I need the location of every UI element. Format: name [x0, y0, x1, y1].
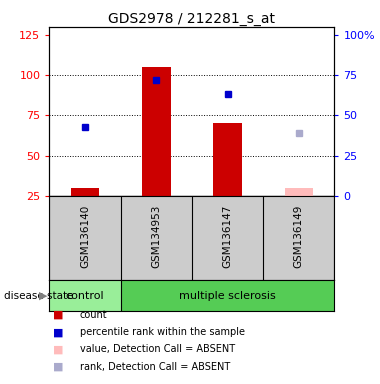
Text: GSM134953: GSM134953 — [151, 205, 161, 268]
Text: ■: ■ — [53, 362, 64, 372]
Text: GSM136140: GSM136140 — [80, 205, 90, 268]
Bar — [142, 67, 171, 196]
Text: multiple sclerosis: multiple sclerosis — [179, 291, 276, 301]
Bar — [121, 280, 334, 311]
Title: GDS2978 / 212281_s_at: GDS2978 / 212281_s_at — [108, 12, 276, 26]
Bar — [213, 123, 242, 196]
Text: value, Detection Call = ABSENT: value, Detection Call = ABSENT — [80, 344, 235, 354]
Text: count: count — [80, 310, 108, 320]
Bar — [285, 188, 313, 196]
Bar — [71, 188, 99, 196]
Text: control: control — [66, 291, 104, 301]
Text: disease state: disease state — [4, 291, 73, 301]
Text: percentile rank within the sample: percentile rank within the sample — [80, 327, 245, 337]
Text: ■: ■ — [53, 344, 64, 354]
Text: rank, Detection Call = ABSENT: rank, Detection Call = ABSENT — [80, 362, 230, 372]
Text: ▶: ▶ — [40, 291, 48, 301]
Text: ■: ■ — [53, 310, 64, 320]
Text: ■: ■ — [53, 327, 64, 337]
Text: GSM136149: GSM136149 — [294, 205, 304, 268]
Text: GSM136147: GSM136147 — [223, 205, 233, 268]
